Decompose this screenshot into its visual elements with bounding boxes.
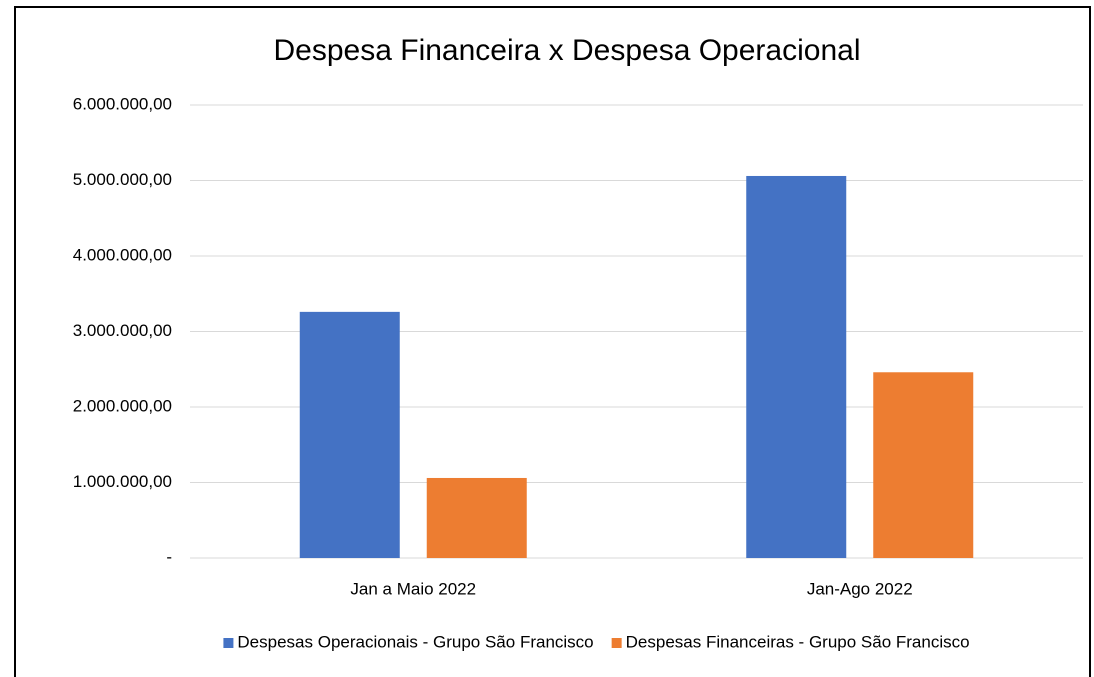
y-tick-label: 6.000.000,00: [73, 94, 172, 113]
legend-swatch: [223, 638, 234, 648]
legend-label: Despesas Operacionais - Grupo São Franci…: [237, 632, 593, 651]
chart-title: Despesa Financeira x Despesa Operacional: [274, 34, 861, 67]
bar: [299, 311, 400, 558]
y-tick-label: 5.000.000,00: [73, 170, 172, 189]
y-tick-label: 1.000.000,00: [73, 472, 172, 491]
y-tick-label: 2.000.000,00: [73, 396, 172, 415]
bar: [426, 477, 527, 558]
y-tick-label: -: [166, 547, 172, 566]
x-tick-label: Jan-Ago 2022: [807, 579, 913, 598]
chart-border: [14, 6, 1091, 677]
bar: [746, 175, 847, 558]
y-tick-label: 3.000.000,00: [73, 321, 172, 340]
bar: [873, 372, 974, 558]
y-tick-label: 4.000.000,00: [73, 245, 172, 264]
legend-label: Despesas Financeiras - Grupo São Francis…: [626, 632, 970, 651]
legend-swatch: [611, 638, 622, 648]
x-tick-label: Jan a Maio 2022: [350, 579, 476, 598]
